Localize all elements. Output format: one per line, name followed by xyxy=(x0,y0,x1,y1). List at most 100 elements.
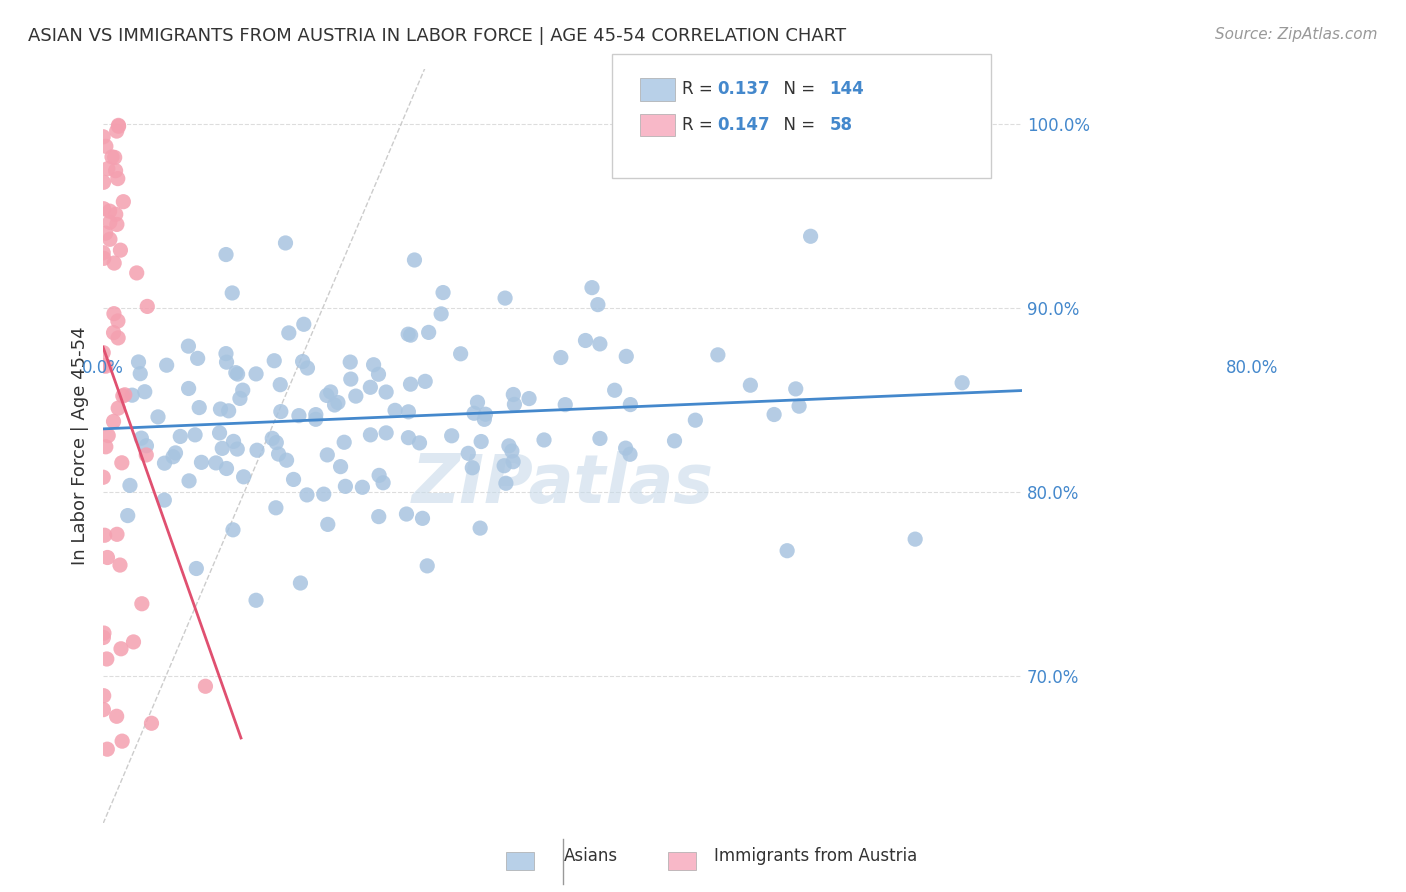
Point xyxy=(763,408,786,422)
Text: 0.0%: 0.0% xyxy=(82,359,124,377)
Point xyxy=(472,412,495,426)
Point xyxy=(316,517,339,532)
Point xyxy=(503,397,526,411)
Point xyxy=(94,359,117,373)
Point xyxy=(550,351,572,365)
Point xyxy=(277,326,299,340)
Point xyxy=(121,388,143,402)
Point xyxy=(188,401,211,415)
Point xyxy=(502,387,524,401)
Point xyxy=(215,346,238,360)
Point xyxy=(404,252,426,267)
Point xyxy=(93,359,115,373)
Point xyxy=(495,476,517,491)
Point xyxy=(950,376,973,390)
Point xyxy=(295,488,318,502)
Point xyxy=(395,507,418,521)
Point xyxy=(110,243,132,257)
Point xyxy=(104,150,127,164)
Text: ASIAN VS IMMIGRANTS FROM AUSTRIA IN LABOR FORCE | AGE 45-54 CORRELATION CHART: ASIAN VS IMMIGRANTS FROM AUSTRIA IN LABO… xyxy=(28,27,846,45)
Point xyxy=(105,218,128,232)
Point xyxy=(335,479,357,493)
Point xyxy=(129,367,152,381)
Point xyxy=(135,439,157,453)
Point xyxy=(245,367,267,381)
Point xyxy=(91,129,114,144)
Point xyxy=(98,232,121,246)
Point xyxy=(396,431,419,445)
Point xyxy=(107,171,129,186)
Point xyxy=(93,703,115,717)
Point xyxy=(136,300,159,314)
Point xyxy=(97,161,120,176)
Point xyxy=(457,446,479,460)
Point xyxy=(101,150,124,164)
Point xyxy=(93,689,115,703)
Point xyxy=(371,475,394,490)
Point xyxy=(664,434,686,448)
Point xyxy=(110,641,132,656)
Point xyxy=(103,256,125,270)
Point xyxy=(359,380,381,394)
Point xyxy=(375,385,398,400)
Point xyxy=(498,439,520,453)
Point xyxy=(685,413,707,427)
Point xyxy=(267,447,290,461)
Point xyxy=(98,215,121,229)
Point xyxy=(107,119,129,133)
Point xyxy=(740,378,762,392)
Point xyxy=(619,447,641,461)
Text: R =: R = xyxy=(682,116,718,134)
Point xyxy=(187,351,209,366)
Point xyxy=(554,398,576,412)
Point xyxy=(153,493,176,508)
Point xyxy=(274,235,297,250)
Point xyxy=(211,442,233,456)
Point xyxy=(494,291,516,305)
Point xyxy=(776,543,799,558)
Point xyxy=(264,500,287,515)
Point xyxy=(411,511,433,525)
Point xyxy=(269,377,291,392)
Point xyxy=(131,431,153,445)
Point xyxy=(430,307,453,321)
Point xyxy=(93,626,115,640)
Point xyxy=(218,404,240,418)
Point xyxy=(107,401,129,416)
Text: 80.0%: 80.0% xyxy=(1226,359,1278,377)
Point xyxy=(396,327,419,342)
Point xyxy=(283,472,305,486)
Point xyxy=(399,377,422,392)
Point xyxy=(141,716,163,731)
Point xyxy=(333,435,356,450)
Point xyxy=(619,398,641,412)
Point xyxy=(787,399,810,413)
Point xyxy=(416,558,439,573)
Y-axis label: In Labor Force | Age 45-54: In Labor Force | Age 45-54 xyxy=(72,326,89,566)
Point xyxy=(93,175,115,189)
Point xyxy=(105,124,128,138)
Point xyxy=(418,326,440,340)
Point xyxy=(91,245,114,260)
Point xyxy=(263,353,285,368)
Point xyxy=(785,382,807,396)
Point xyxy=(93,528,115,542)
Point xyxy=(368,468,391,483)
Point xyxy=(494,458,516,473)
Point xyxy=(91,345,114,359)
Point xyxy=(470,434,492,449)
Point xyxy=(574,334,596,348)
Point xyxy=(904,532,927,546)
Point xyxy=(232,470,254,484)
Point xyxy=(305,412,328,426)
Point xyxy=(581,280,603,294)
Point xyxy=(105,709,128,723)
Point xyxy=(209,402,232,417)
Point xyxy=(319,384,342,399)
Point xyxy=(111,389,134,403)
Point xyxy=(276,453,298,467)
Point xyxy=(177,339,200,353)
Text: R =: R = xyxy=(682,80,718,98)
Point xyxy=(246,443,269,458)
Text: Source: ZipAtlas.com: Source: ZipAtlas.com xyxy=(1215,27,1378,42)
